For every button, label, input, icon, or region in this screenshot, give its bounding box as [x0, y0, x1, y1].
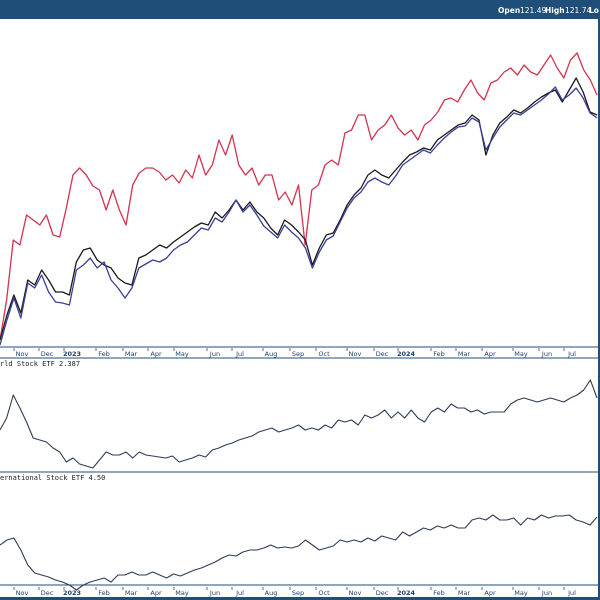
x-tick-top-label-9: Aug — [265, 350, 278, 358]
indicator-1-line-1 — [0, 379, 598, 469]
x-tick-top-label-17: Apr — [484, 350, 496, 358]
x-tick-bottom-label-17: Apr — [484, 589, 496, 597]
high-value: 121.74 — [565, 6, 591, 15]
indicator-2-line-1 — [0, 514, 598, 591]
high-label: High — [545, 6, 565, 15]
x-tick-bottom-label-0: Nov — [16, 589, 29, 597]
x-tick-top-label-5: Apr — [150, 350, 162, 358]
x-tick-bottom-label-2: 2023 — [63, 589, 81, 597]
x-tick-bottom-label-14: 2024 — [397, 589, 416, 597]
x-tick-bottom-label-18: May — [514, 589, 528, 597]
x-tick-bottom-label-6: May — [175, 589, 189, 597]
x-tick-bottom-label-16: Mar — [458, 589, 471, 597]
x-tick-top-label-14: 2024 — [397, 350, 416, 358]
right-border — [598, 0, 600, 600]
x-tick-bottom-label-1: Dec — [41, 589, 54, 597]
open-label: Open — [498, 6, 520, 15]
x-tick-bottom-label-12: Nov — [349, 589, 362, 597]
low-label: Lo — [589, 6, 599, 15]
x-tick-top-label-19: Jun — [541, 350, 552, 358]
x-tick-top-label-7: Jun — [209, 350, 220, 358]
main-series-line-3 — [0, 86, 598, 346]
x-axis-band-top — [0, 346, 598, 359]
x-tick-top-label-8: Jul — [235, 350, 244, 358]
x-tick-bottom-label-19: Jun — [541, 589, 552, 597]
main-series-group — [0, 52, 598, 346]
x-tick-top-label-0: Nov — [16, 350, 29, 358]
x-tick-bottom-label-15: Feb — [433, 589, 445, 597]
x-tick-top-label-15: Feb — [433, 350, 445, 358]
bottom-bar — [0, 597, 600, 600]
indicator-1-series-group — [0, 379, 598, 469]
x-tick-top-label-13: Dec — [376, 350, 389, 358]
x-tick-bottom-label-13: Dec — [376, 589, 389, 597]
indicator-2-series-group — [0, 514, 598, 591]
indicator-1-label: rld Stock ETF 2.387 — [0, 360, 80, 368]
x-tick-top-label-2: 2023 — [63, 350, 81, 358]
x-tick-top-label-20: Jul — [567, 350, 576, 358]
x-tick-top-label-11: Oct — [318, 350, 330, 358]
x-tick-top-label-3: Feb — [98, 350, 110, 358]
x-tick-top-label-18: May — [514, 350, 528, 358]
x-tick-top-label-12: Nov — [349, 350, 362, 358]
x-tick-top-label-4: Mar — [125, 350, 138, 358]
x-tick-bottom-label-9: Aug — [265, 589, 278, 597]
x-tick-bottom-label-20: Jul — [567, 589, 576, 597]
x-tick-bottom-label-8: Jul — [235, 589, 244, 597]
x-tick-bottom-label-10: Sep — [292, 589, 304, 597]
indicator-2-label: ernational Stock ETF 4.50 — [0, 474, 105, 482]
x-tick-bottom-label-5: Apr — [150, 589, 162, 597]
x-tick-top-label-16: Mar — [458, 350, 471, 358]
open-value: 121.49 — [520, 6, 546, 15]
x-tick-labels-bottom: Nov Dec 2023 Feb Mar Apr May Jun Jul Aug Sep Oct Nov… — [13, 587, 576, 597]
x-tick-top-label-10: Sep — [292, 350, 304, 358]
x-tick-bottom-label-4: Mar — [125, 589, 138, 597]
x-tick-bottom-label-11: Oct — [318, 589, 330, 597]
main-series-line-1 — [0, 52, 598, 341]
main-series-line-2 — [0, 77, 598, 341]
x-tick-top-label-6: May — [175, 350, 189, 358]
x-tick-labels-top: Nov Dec 2023 Feb Mar Apr May Jun Jul Aug Sep Oct Nov… — [13, 348, 576, 358]
x-tick-bottom-label-7: Jun — [209, 589, 220, 597]
x-tick-top-label-1: Dec — [41, 350, 54, 358]
top-bar — [0, 0, 600, 19]
x-tick-bottom-label-3: Feb — [98, 589, 110, 597]
